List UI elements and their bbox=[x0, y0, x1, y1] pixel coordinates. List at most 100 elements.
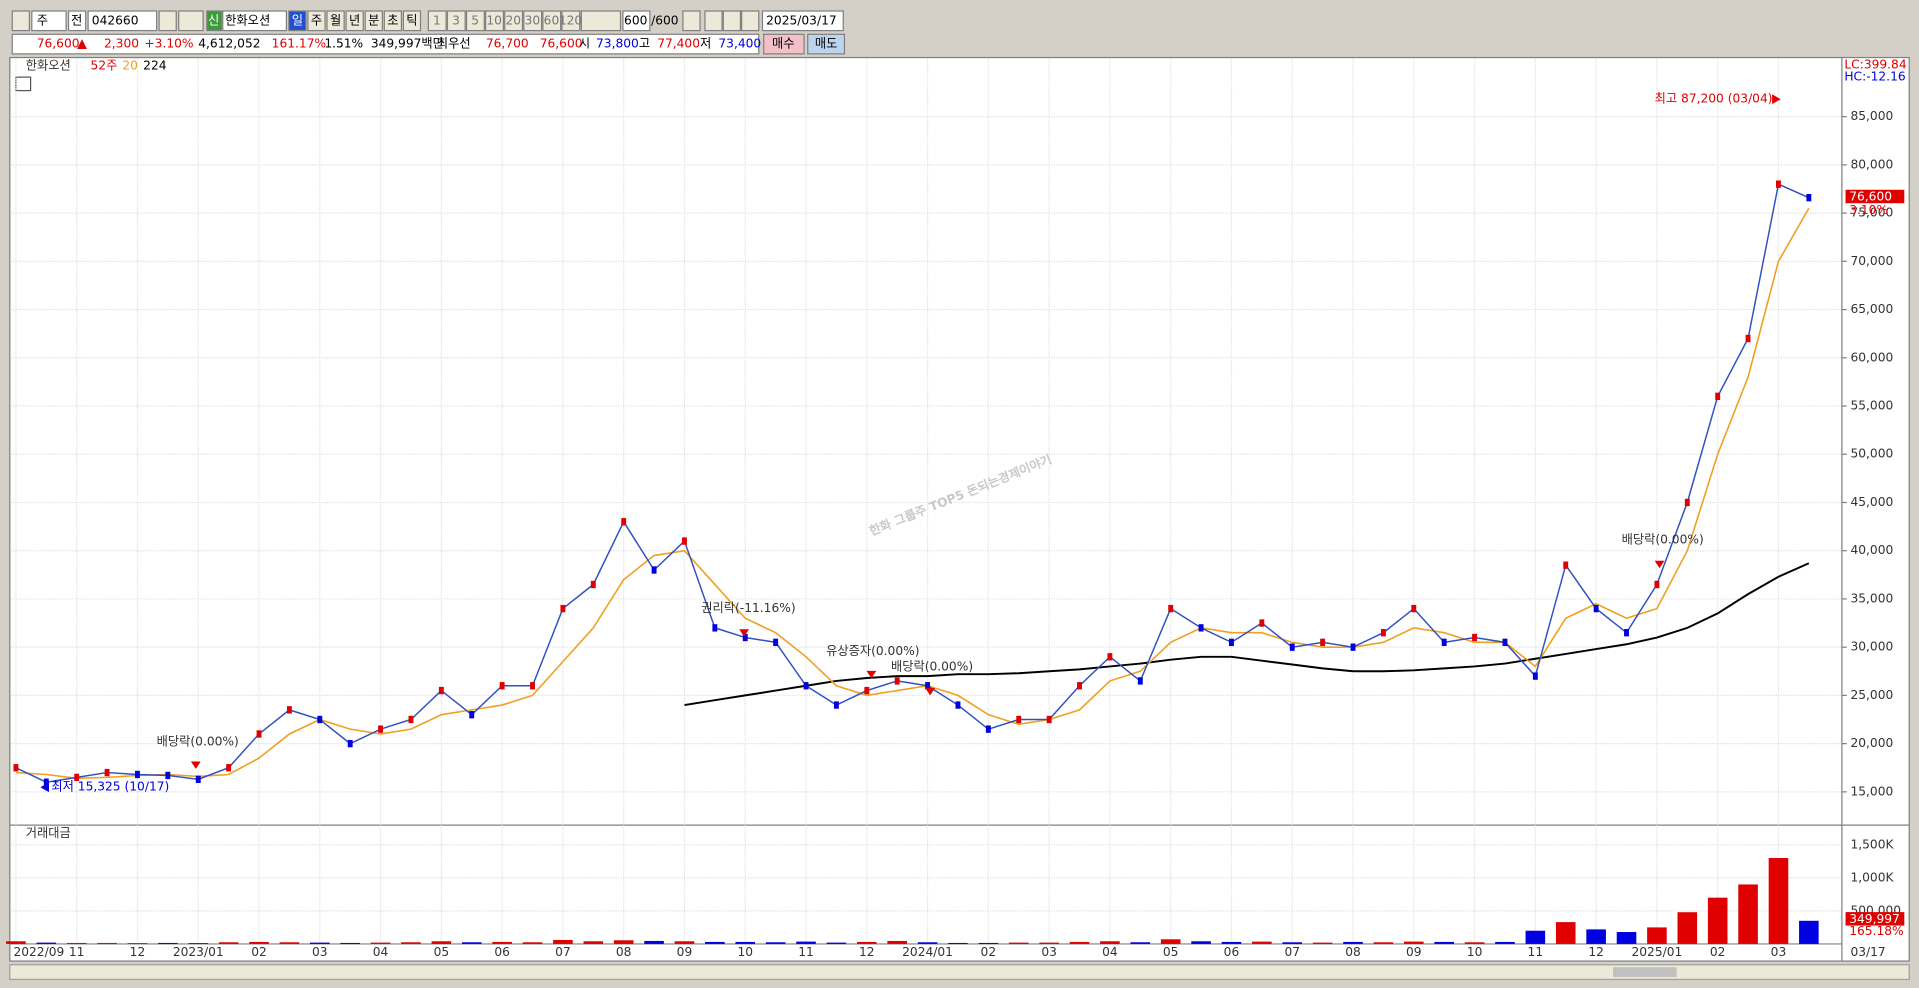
period-btn[interactable] bbox=[402, 10, 422, 32]
period-label[interactable]: 초 bbox=[387, 13, 398, 27]
interval-label[interactable]: 5 bbox=[471, 13, 479, 27]
tool-btn[interactable] bbox=[741, 10, 760, 32]
price-mark bbox=[864, 686, 870, 695]
sound-btn[interactable] bbox=[178, 10, 204, 32]
buy-label[interactable]: 매수 bbox=[772, 37, 795, 51]
volume-bar bbox=[1434, 941, 1454, 944]
interval-btn[interactable] bbox=[446, 10, 466, 32]
event-arrow bbox=[1654, 560, 1665, 569]
y-tick-label: 30,000 bbox=[1850, 640, 1893, 654]
scroll-thumb[interactable] bbox=[1613, 967, 1677, 977]
market-select[interactable] bbox=[31, 10, 67, 32]
period-label[interactable]: 주 bbox=[311, 13, 322, 27]
info-item: 73,400 bbox=[718, 37, 761, 51]
info-item: 2,300 bbox=[104, 37, 139, 51]
tool-btn[interactable] bbox=[722, 10, 742, 32]
code: 042660 bbox=[92, 13, 139, 27]
tool-btn[interactable] bbox=[682, 10, 701, 32]
period-label[interactable]: 일 bbox=[292, 13, 303, 27]
volume-bar bbox=[1768, 858, 1789, 944]
grid-icon[interactable] bbox=[15, 76, 32, 92]
info-item: +3.10% bbox=[144, 37, 193, 51]
period-label[interactable]: 년 bbox=[349, 13, 360, 27]
x-tick-label: 08 bbox=[616, 945, 632, 959]
tool-btn[interactable] bbox=[704, 10, 723, 32]
legend-ma20: 20 bbox=[122, 59, 138, 73]
count-total: /600 bbox=[651, 13, 678, 27]
toolbar-icon[interactable] bbox=[11, 10, 30, 32]
period-label[interactable]: 분 bbox=[368, 13, 379, 27]
price-mark bbox=[499, 682, 505, 690]
interval-label[interactable]: 120 bbox=[559, 13, 582, 27]
interval-label[interactable]: 3 bbox=[452, 13, 460, 27]
interval-label[interactable]: 60 bbox=[544, 13, 560, 27]
info-item: 349,997백만 bbox=[371, 37, 444, 51]
interval-btn[interactable] bbox=[523, 10, 543, 32]
volume-bar bbox=[1525, 930, 1546, 944]
period-btn[interactable] bbox=[288, 10, 307, 32]
interval-label[interactable]: 20 bbox=[505, 13, 521, 27]
period-btn[interactable] bbox=[307, 10, 326, 32]
price-mark bbox=[1077, 682, 1082, 690]
x-tick-label: 02 bbox=[1710, 945, 1726, 959]
blank-select[interactable] bbox=[580, 10, 622, 32]
credit-badge bbox=[206, 10, 223, 32]
info-bar bbox=[11, 33, 760, 55]
interval-btn[interactable] bbox=[542, 10, 562, 32]
volume-bar bbox=[1677, 912, 1698, 944]
period-btn[interactable] bbox=[326, 10, 345, 32]
interval-btn[interactable] bbox=[465, 10, 485, 32]
interval-label[interactable]: 10 bbox=[486, 13, 502, 27]
volume-bar bbox=[978, 942, 999, 944]
x-tick-label: 09 bbox=[677, 945, 693, 959]
sell-btn[interactable] bbox=[807, 33, 846, 55]
period-btn[interactable] bbox=[345, 10, 364, 32]
volume-bar bbox=[1373, 942, 1394, 944]
x-tick-label: 12 bbox=[1588, 945, 1604, 959]
interval-btn[interactable] bbox=[561, 10, 581, 32]
interval-label[interactable]: 1 bbox=[433, 13, 441, 27]
price-mark bbox=[1259, 619, 1265, 627]
x-tick-label: 2023/01 bbox=[173, 945, 224, 959]
period-btn[interactable] bbox=[364, 10, 383, 32]
name-box bbox=[222, 10, 287, 32]
period-label[interactable]: 월 bbox=[330, 13, 341, 27]
interval-btn[interactable] bbox=[485, 10, 504, 32]
period-btn[interactable] bbox=[383, 10, 403, 32]
y-tick-label: 1,000K bbox=[1850, 870, 1894, 884]
volume-bar bbox=[1160, 939, 1181, 944]
interval-label[interactable]: 30 bbox=[525, 13, 541, 27]
buy-btn[interactable] bbox=[763, 33, 805, 55]
y-tick-label: 60,000 bbox=[1850, 350, 1893, 364]
price-mark bbox=[195, 775, 201, 783]
scrollbar[interactable] bbox=[9, 964, 1910, 981]
volume-bar bbox=[1008, 942, 1029, 944]
code-input[interactable] bbox=[87, 10, 158, 32]
price-mark bbox=[1472, 633, 1478, 642]
price-mark bbox=[1411, 604, 1417, 613]
scope: 전 bbox=[71, 13, 82, 27]
price-mark bbox=[226, 764, 232, 772]
sell-label[interactable]: 매도 bbox=[815, 37, 838, 51]
count-box[interactable] bbox=[622, 10, 651, 32]
period-label[interactable]: 틱 bbox=[406, 13, 417, 27]
volume-bar bbox=[887, 940, 907, 944]
scope-select[interactable] bbox=[67, 10, 87, 32]
annotation: 배당락(0.00%) bbox=[157, 734, 239, 748]
y-tick-label: 1,500K bbox=[1850, 837, 1894, 851]
right-label: 76,600 bbox=[1849, 190, 1892, 204]
price-mark bbox=[1350, 643, 1356, 651]
x-tick-label: 03 bbox=[1041, 945, 1057, 959]
volume-bar bbox=[796, 941, 816, 944]
volume-bar bbox=[1282, 942, 1303, 944]
search-btn[interactable] bbox=[158, 10, 177, 32]
volume-bar bbox=[553, 939, 573, 944]
price-mark bbox=[1137, 677, 1143, 685]
interval-btn[interactable] bbox=[427, 10, 447, 32]
volume-bar bbox=[1221, 941, 1242, 944]
date-box[interactable] bbox=[761, 10, 844, 32]
x-tick-label: 02 bbox=[251, 945, 267, 959]
interval-btn[interactable] bbox=[504, 10, 524, 32]
x-tick-label: 05 bbox=[434, 945, 450, 959]
date: 2025/03/17 bbox=[766, 13, 837, 27]
